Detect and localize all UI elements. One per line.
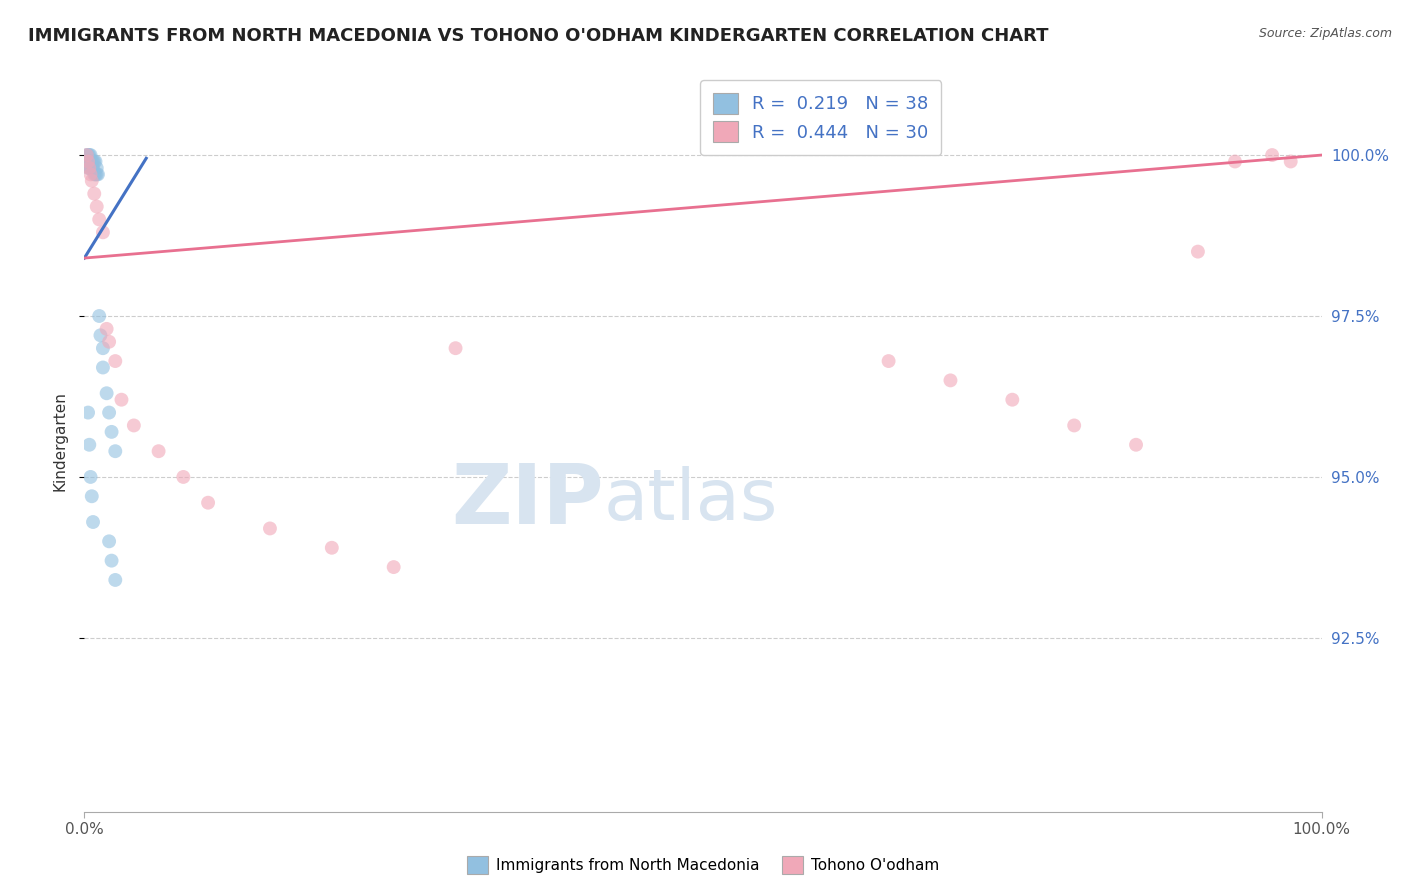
Legend: R =  0.219   N = 38, R =  0.444   N = 30: R = 0.219 N = 38, R = 0.444 N = 30 bbox=[700, 80, 941, 154]
Point bbox=[83, 186, 105, 201]
Point bbox=[1279, 154, 1302, 169]
Point bbox=[84, 167, 107, 181]
Point bbox=[77, 406, 100, 420]
Point bbox=[382, 560, 405, 574]
Point bbox=[91, 225, 114, 239]
Point bbox=[148, 444, 170, 458]
Point bbox=[77, 154, 100, 169]
Legend: Immigrants from North Macedonia, Tohono O'odham: Immigrants from North Macedonia, Tohono … bbox=[461, 850, 945, 880]
Point bbox=[76, 154, 98, 169]
Point bbox=[79, 161, 101, 175]
Point bbox=[82, 515, 104, 529]
Point bbox=[79, 148, 101, 162]
Point bbox=[1187, 244, 1209, 259]
Point bbox=[82, 154, 104, 169]
Text: IMMIGRANTS FROM NORTH MACEDONIA VS TOHONO O'ODHAM KINDERGARTEN CORRELATION CHART: IMMIGRANTS FROM NORTH MACEDONIA VS TOHON… bbox=[28, 27, 1049, 45]
Point bbox=[96, 322, 118, 336]
Point bbox=[444, 341, 467, 355]
Point bbox=[1261, 148, 1284, 162]
Point bbox=[321, 541, 343, 555]
Point bbox=[80, 161, 103, 175]
Point bbox=[122, 418, 145, 433]
Point bbox=[98, 406, 121, 420]
Point bbox=[79, 438, 101, 452]
Point bbox=[79, 161, 101, 175]
Point bbox=[98, 334, 121, 349]
Point bbox=[100, 425, 122, 439]
Point bbox=[89, 309, 111, 323]
Point bbox=[1125, 438, 1147, 452]
Point bbox=[96, 386, 118, 401]
Point bbox=[1063, 418, 1085, 433]
Text: atlas: atlas bbox=[605, 467, 779, 535]
Point bbox=[939, 373, 962, 387]
Point bbox=[1001, 392, 1024, 407]
Point bbox=[80, 174, 103, 188]
Point bbox=[172, 470, 194, 484]
Point bbox=[89, 328, 111, 343]
Point bbox=[259, 521, 281, 535]
Text: ZIP: ZIP bbox=[451, 460, 605, 541]
Point bbox=[82, 161, 104, 175]
Point bbox=[77, 161, 100, 175]
Point bbox=[76, 148, 98, 162]
Point bbox=[83, 154, 105, 169]
Point bbox=[98, 534, 121, 549]
Point bbox=[79, 161, 101, 175]
Point bbox=[86, 161, 108, 175]
Point bbox=[79, 154, 101, 169]
Point bbox=[79, 167, 101, 181]
Point bbox=[877, 354, 900, 368]
Text: Source: ZipAtlas.com: Source: ZipAtlas.com bbox=[1258, 27, 1392, 40]
Point bbox=[91, 360, 114, 375]
Point bbox=[104, 354, 127, 368]
Point bbox=[86, 200, 108, 214]
Point bbox=[79, 470, 101, 484]
Point bbox=[76, 148, 98, 162]
Point bbox=[83, 167, 105, 181]
Point bbox=[79, 148, 101, 162]
Point bbox=[91, 341, 114, 355]
Point bbox=[80, 489, 103, 503]
Point bbox=[104, 573, 127, 587]
Point bbox=[197, 496, 219, 510]
Point bbox=[79, 154, 101, 169]
Point bbox=[77, 148, 100, 162]
Point bbox=[77, 154, 100, 169]
Point bbox=[84, 154, 107, 169]
Point bbox=[1223, 154, 1246, 169]
Point bbox=[89, 212, 111, 227]
Point bbox=[80, 154, 103, 169]
Point bbox=[86, 167, 108, 181]
Point bbox=[104, 444, 127, 458]
Point bbox=[110, 392, 132, 407]
Point bbox=[87, 167, 110, 181]
Point bbox=[100, 554, 122, 568]
Y-axis label: Kindergarten: Kindergarten bbox=[52, 392, 67, 491]
